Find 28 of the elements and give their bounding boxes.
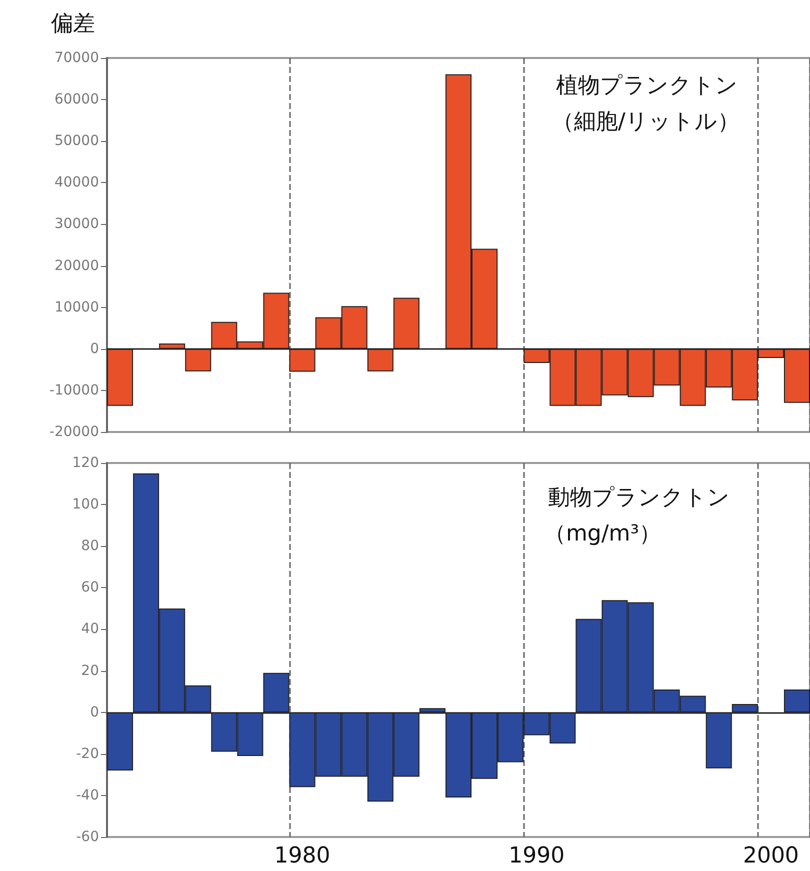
- y-tick-label: 30000: [54, 216, 99, 232]
- x-tick-label: 1990: [508, 844, 565, 868]
- x-tick-label: 1980: [274, 844, 330, 868]
- text: （細胞/リットル）: [552, 110, 740, 134]
- text: 植物プランクトン: [556, 74, 738, 98]
- y-tick-label: 20000: [54, 258, 99, 274]
- y-tick-label: 60: [81, 580, 99, 596]
- y-tick-label: 100: [72, 496, 99, 513]
- y-tick-label: 20: [81, 662, 99, 679]
- y-tick-label: 40000: [54, 174, 99, 191]
- y-tick-label: 70000: [54, 50, 99, 66]
- y-tick-label: 10000: [54, 299, 99, 316]
- y-tick-label: 60000: [54, 92, 99, 108]
- y-tick-label: 120: [72, 455, 99, 471]
- y-tick-label: 0: [90, 340, 99, 357]
- y-tick-label: 40: [81, 621, 99, 638]
- x-tick-label: 2000: [742, 844, 799, 868]
- y-tick-label: -20: [76, 746, 99, 762]
- y-tick-label: 50000: [54, 133, 99, 150]
- text: （mg/m³）: [544, 522, 662, 546]
- y-axis-title: 偏差: [51, 12, 95, 36]
- text: 動物プランクトン: [548, 486, 730, 510]
- y-tick-label: -60: [76, 829, 99, 845]
- y-tick-label: -40: [76, 787, 99, 804]
- y-tick-label: 0: [90, 704, 99, 720]
- y-tick-label: 80: [81, 538, 99, 554]
- y-tick-label: -20000: [49, 424, 99, 440]
- y-tick-label: -10000: [49, 382, 99, 398]
